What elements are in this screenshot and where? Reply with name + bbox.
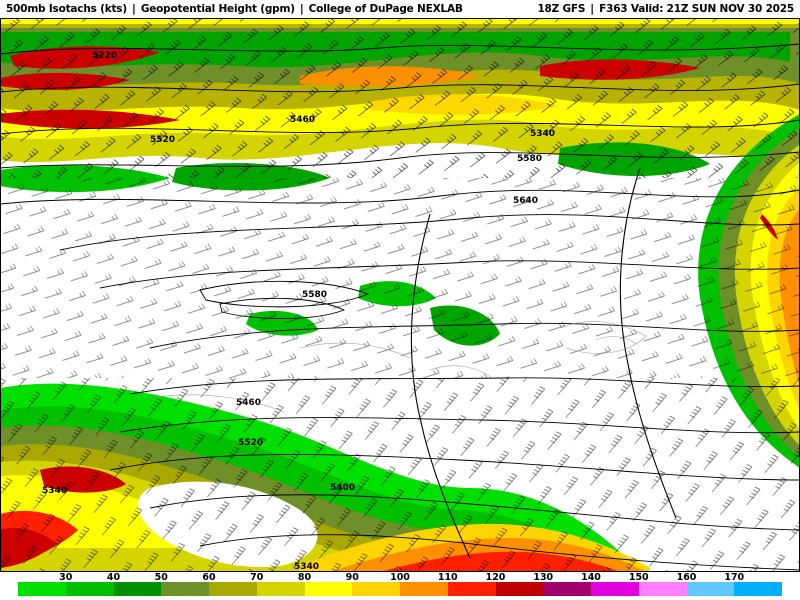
colorbar-tick-label: 60 [202, 572, 216, 583]
colorbar-swatch [734, 582, 782, 596]
colorbar-swatch [161, 582, 209, 596]
colorbar-tick-label: 160 [676, 572, 697, 583]
map-header: 500mb Isotachs (kts) | Geopotential Heig… [0, 0, 800, 18]
header-valid-time: F363 Valid: 21Z SUN NOV 30 2025 [599, 3, 794, 15]
colorbar-tick-label: 150 [628, 572, 649, 583]
contour-label: 5520 [150, 135, 175, 145]
colorbar-tick-label: 80 [297, 572, 312, 583]
height-contours [0, 43, 800, 571]
colorbar-swatch [209, 582, 257, 596]
colorbar-swatch [352, 582, 400, 596]
colorbar-swatch [65, 582, 114, 596]
contour-label: 5460 [290, 115, 315, 125]
colorbar-swatch [400, 582, 448, 596]
contour-label: 5460 [236, 398, 261, 408]
contour-label: 5580 [517, 154, 542, 164]
colorbar-swatch [256, 582, 305, 596]
colorbar-tick-label: 30 [59, 572, 73, 583]
colorbar-swatch [638, 582, 687, 596]
colorbar-tick-label: 70 [250, 572, 264, 583]
colorbar-tick-label: 140 [581, 572, 601, 583]
header-title-isotachs: 500mb Isotachs (kts) [6, 3, 127, 15]
contour-label: 5340 [294, 562, 319, 572]
isotach-field: 5220 5460 5520 5340 5580 5640 5580 5520 … [0, 18, 800, 572]
wind-barbs-layer [0, 18, 800, 572]
colorbar-swatch [304, 582, 353, 596]
colorbar-tick-label: 50 [154, 572, 168, 583]
geography-outline [149, 321, 647, 413]
colorbar-tick-label: 170 [724, 572, 745, 583]
isotach-colorbar: 30 40 50 60 70 80 90 100 110 120 130 140 150 160 170 [0, 572, 800, 600]
colorbar-swatch [686, 582, 735, 596]
header-title-heights: Geopotential Height (gpm) [140, 3, 295, 15]
contour-label: 5340 [42, 486, 67, 496]
contour-label: 5580 [302, 290, 327, 300]
colorbar-tick-label: 100 [390, 572, 410, 583]
map-canvas[interactable]: 5220 5460 5520 5340 5580 5640 5580 5520 … [0, 18, 800, 572]
header-right: 18Z GFS | F363 Valid: 21Z SUN NOV 30 202… [537, 3, 794, 15]
contour-labels: 5220 5460 5520 5340 5580 5640 5580 5520 … [42, 51, 555, 572]
colorbar-swatch [543, 582, 591, 596]
header-source: College of DuPage NEXLAB [308, 3, 463, 15]
header-separator: | [590, 3, 595, 15]
colorbar-swatch [591, 582, 639, 596]
colorbar-tick-labels: 30 40 50 60 70 80 90 100 110 120 130 140 150 160 170 [0, 572, 800, 584]
contour-label: 5400 [330, 483, 355, 493]
colorbar-swatch [18, 582, 66, 596]
colorbar-tick-label: 130 [533, 572, 554, 583]
header-left: 500mb Isotachs (kts) | Geopotential Heig… [6, 3, 463, 15]
contour-label: 5640 [513, 196, 538, 206]
header-separator: | [299, 3, 304, 15]
colorbar-tick-label: 120 [485, 572, 506, 583]
header-separator: | [131, 3, 136, 15]
colorbar-tick-label: 110 [437, 572, 458, 583]
colorbar-swatches [18, 582, 782, 596]
header-model-run: 18Z GFS [537, 3, 586, 15]
colorbar-swatch [495, 582, 544, 596]
colorbar-tick-label: 90 [345, 572, 359, 583]
colorbar-swatch [113, 582, 162, 596]
contour-label: 5520 [238, 438, 263, 448]
contour-label: 5220 [92, 51, 117, 61]
contour-label: 5340 [530, 129, 555, 139]
colorbar-swatch [447, 582, 496, 596]
colorbar-tick-label: 40 [106, 572, 121, 583]
